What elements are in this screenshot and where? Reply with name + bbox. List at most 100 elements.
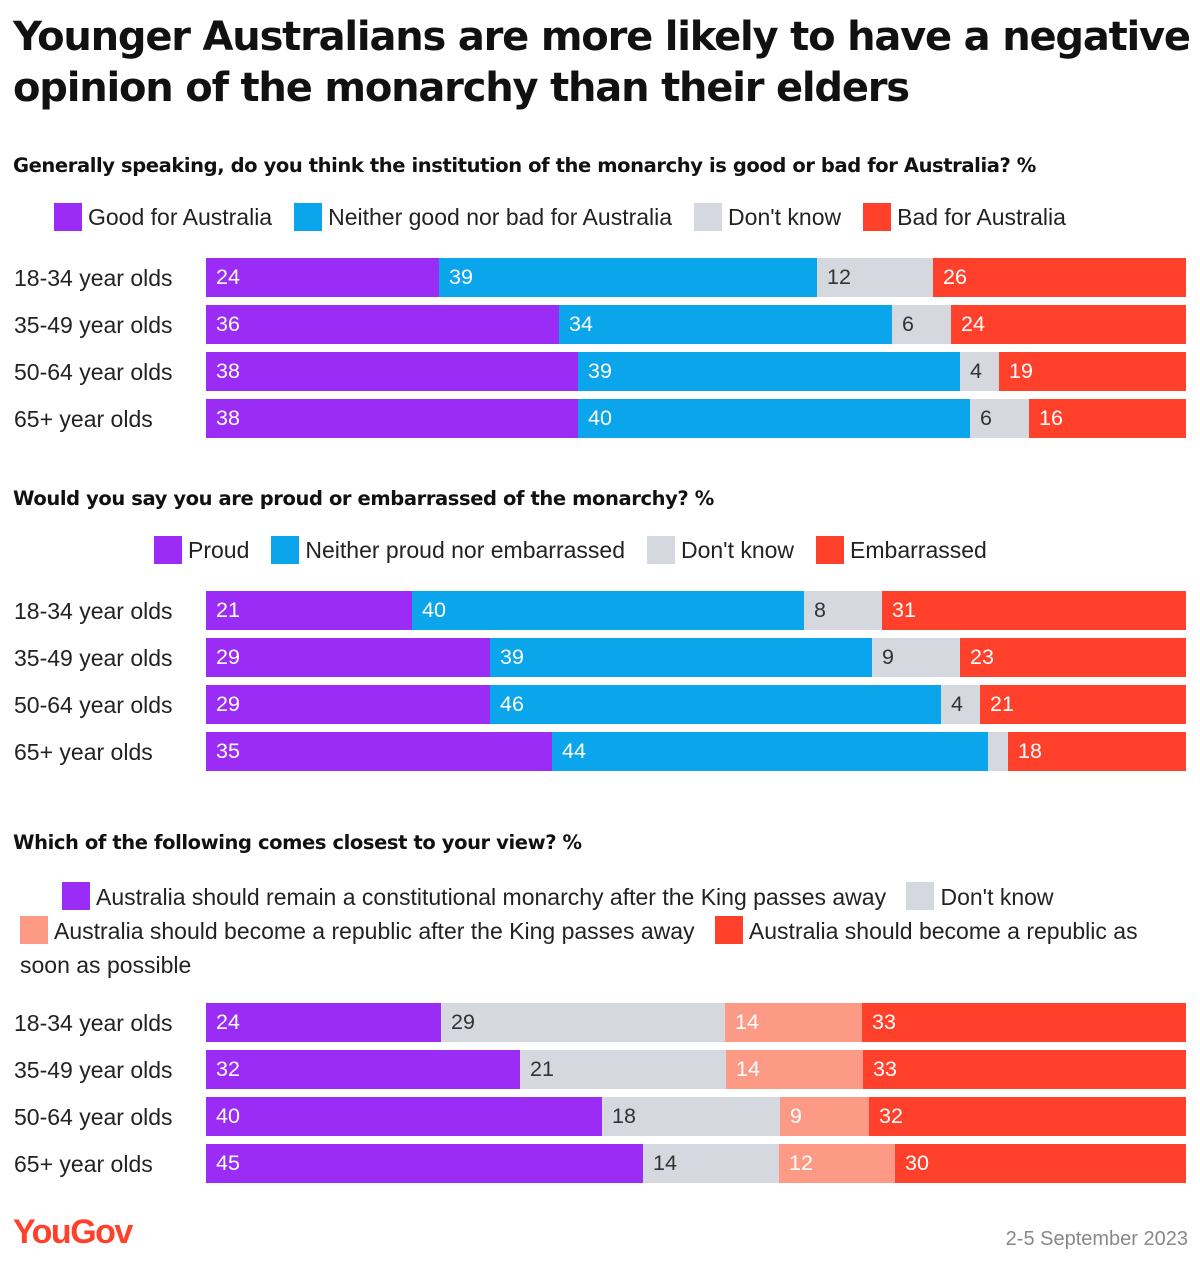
row-label: 65+ year olds [14, 739, 153, 765]
bar-value-label: 12 [827, 265, 851, 289]
bar-value-label: 39 [500, 645, 524, 669]
bar-segment: 9 [872, 638, 960, 677]
bar-value-label: 16 [1039, 406, 1063, 430]
legend-label: Bad for Australia [897, 203, 1066, 230]
stacked-bar: 24 39 12 26 [206, 258, 1186, 297]
row-label: 35-49 year olds [14, 312, 173, 338]
bar-segment: 12 [779, 1144, 895, 1183]
bar-segment: 35 [206, 732, 552, 771]
bar-segment: 4 [960, 352, 999, 391]
bar-value-label: 4 [970, 359, 982, 383]
bar-segment: 38 [206, 399, 578, 438]
legend-item: Australia should remain a constitutional… [62, 882, 887, 910]
legend-item: Good for Australia [54, 203, 272, 231]
bar-value-label: 34 [569, 312, 593, 336]
legend-swatch [714, 916, 743, 944]
bar-value-label: 40 [588, 406, 612, 430]
row-label: 18-34 year olds [14, 598, 173, 624]
bar-value-label: 9 [790, 1104, 802, 1128]
bar-segment [988, 732, 1008, 771]
bar-segment: 40 [578, 399, 970, 438]
row-label: 50-64 year olds [14, 359, 173, 385]
bar-value-label: 40 [422, 598, 446, 622]
bar-segment: 8 [804, 591, 882, 630]
legend-label: Embarrassed [850, 536, 987, 563]
row-label: 18-34 year olds [14, 265, 173, 291]
bar-segment: 34 [559, 305, 892, 344]
bar-segment: 24 [206, 1003, 441, 1042]
legend-label: Don't know [940, 884, 1054, 910]
legend-label: Neither proud nor embarrassed [305, 536, 625, 563]
bar-segment: 39 [578, 352, 960, 391]
bar-segment: 30 [895, 1144, 1186, 1183]
bar-value-label: 31 [892, 598, 916, 622]
question-1: Generally speaking, do you think the ins… [13, 154, 1036, 177]
bar-segment: 33 [862, 1003, 1186, 1042]
bar-value-label: 44 [562, 739, 586, 763]
bar-value-label: 6 [980, 406, 992, 430]
legend-item: Proud [154, 536, 249, 564]
bar-value-label: 18 [612, 1104, 636, 1128]
bar-segment: 24 [951, 305, 1186, 344]
row-label: 50-64 year olds [14, 1104, 173, 1130]
legend-swatch [694, 203, 723, 231]
stacked-bar: 29 39 9 23 [206, 638, 1186, 677]
bar-value-label: 14 [736, 1057, 760, 1081]
stacked-bar: 32 21 14 33 [206, 1050, 1186, 1089]
yougov-logo: YouGov [13, 1213, 133, 1251]
survey-date: 2-5 September 2023 [1005, 1228, 1188, 1250]
legend-3: Australia should remain a constitutional… [20, 880, 1190, 982]
bar-value-label: 29 [451, 1010, 475, 1034]
bar-segment: 19 [999, 352, 1186, 391]
legend-label: Australia should become a republic as so… [20, 918, 1138, 978]
bar-value-label: 30 [905, 1151, 929, 1175]
bar-value-label: 19 [1009, 359, 1033, 383]
bar-value-label: 38 [216, 406, 240, 430]
bar-segment: 45 [206, 1144, 643, 1183]
bar-value-label: 24 [216, 1010, 240, 1034]
bar-segment: 26 [933, 258, 1186, 297]
bar-value-label: 21 [530, 1057, 554, 1081]
bar-segment: 33 [863, 1050, 1186, 1089]
bar-segment: 39 [439, 258, 817, 297]
legend-2: Proud Neither proud nor embarrassed Don'… [154, 536, 1009, 564]
bar-value-label: 9 [882, 645, 894, 669]
legend-swatch [20, 916, 48, 944]
bar-value-label: 4 [951, 692, 963, 716]
bar-value-label: 21 [216, 598, 240, 622]
legend-label: Australia should become a republic after… [54, 918, 695, 944]
bar-segment: 14 [725, 1003, 862, 1042]
row-label: 18-34 year olds [14, 1010, 173, 1036]
legend-item: Bad for Australia [863, 203, 1066, 231]
bar-segment: 14 [726, 1050, 863, 1089]
bar-value-label: 6 [902, 312, 914, 336]
legend-swatch [863, 203, 892, 231]
bar-segment: 32 [869, 1097, 1186, 1136]
bar-value-label: 14 [735, 1010, 759, 1034]
stacked-bar: 35 44 18 [206, 732, 1186, 771]
bar-segment: 40 [206, 1097, 602, 1136]
bar-value-label: 21 [990, 692, 1014, 716]
bar-segment: 4 [941, 685, 980, 724]
row-label: 50-64 year olds [14, 692, 173, 718]
row-label: 65+ year olds [14, 406, 153, 432]
question-2: Would you say you are proud or embarrass… [13, 487, 714, 510]
bar-segment: 9 [780, 1097, 869, 1136]
row-label: 35-49 year olds [14, 645, 173, 671]
legend-item: Don't know [646, 536, 795, 564]
bar-segment: 14 [643, 1144, 779, 1183]
stacked-bar: 29 46 4 21 [206, 685, 1186, 724]
legend-label: Australia should remain a constitutional… [96, 884, 887, 910]
bar-value-label: 29 [216, 692, 240, 716]
legend-label: Don't know [680, 536, 795, 563]
stacked-bar: 40 18 9 32 [206, 1097, 1186, 1136]
legend-swatch [154, 536, 182, 564]
bar-segment: 21 [520, 1050, 726, 1089]
bar-value-label: 12 [789, 1151, 813, 1175]
bar-value-label: 8 [814, 598, 826, 622]
bar-segment: 16 [1029, 399, 1186, 438]
bar-value-label: 38 [216, 359, 240, 383]
bar-segment: 18 [602, 1097, 780, 1136]
bar-value-label: 36 [216, 312, 240, 336]
legend-label: Don't know [728, 203, 842, 230]
